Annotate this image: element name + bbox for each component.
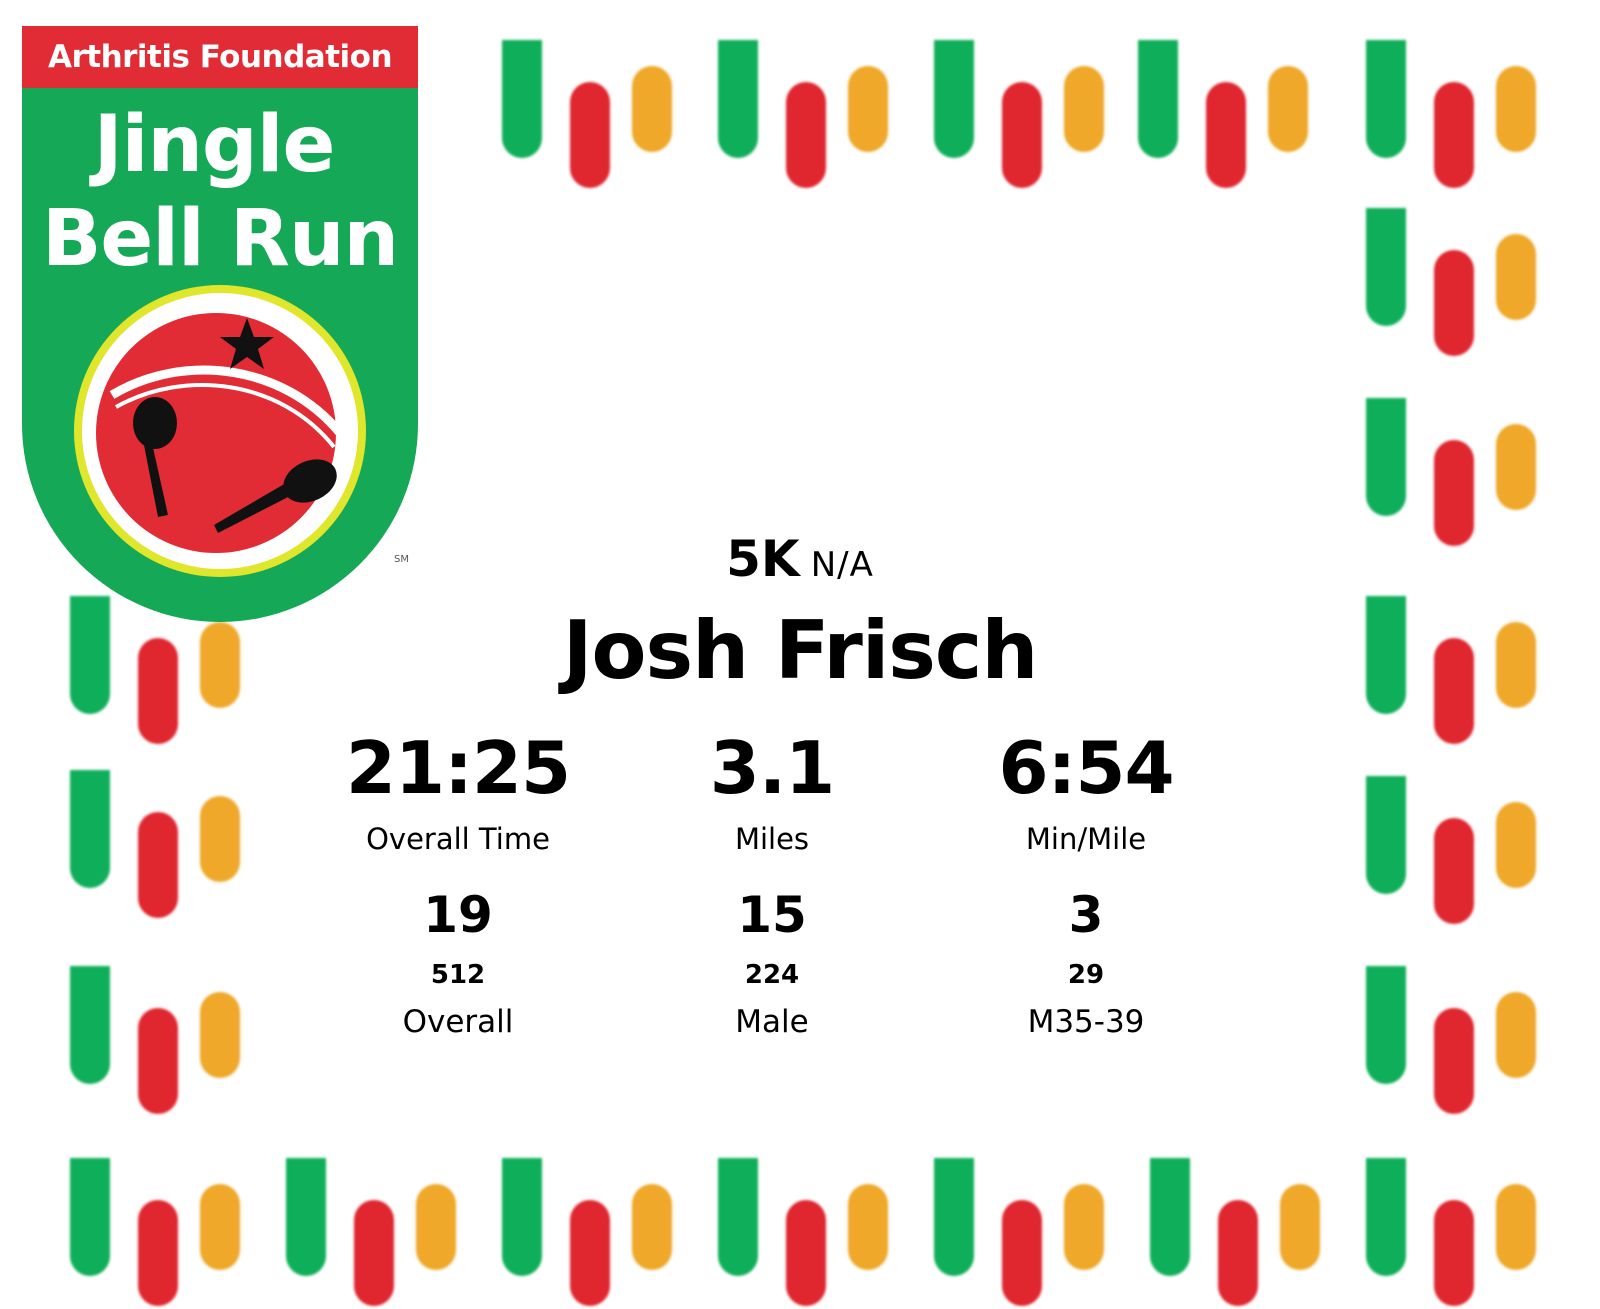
logo-banner: Arthritis Foundation: [22, 26, 418, 88]
stat-column-gender: 3.1 Miles 15 224 Male: [612, 0, 932, 1309]
race-heading: 5K N/A: [500, 530, 1100, 588]
stat-column-overall: 21:25 Overall Time 19 512 Overall: [298, 0, 618, 1309]
race-name: 5K: [726, 530, 800, 588]
logo-title-line2: Bell Run: [41, 194, 399, 284]
service-mark: SM: [394, 554, 409, 565]
distance-label: Miles: [734, 822, 810, 856]
stat-column-age-group: 6:54 Min/Mile 3 29 M35-39: [926, 0, 1246, 1309]
distance-value: 3.1: [709, 726, 836, 810]
overall-place-label: Overall: [402, 1004, 514, 1040]
overall-time-label: Overall Time: [366, 822, 550, 856]
logo-title: Jingle Bell Run: [22, 98, 418, 286]
pace-value: 6:54: [998, 726, 1174, 810]
age-group-place-total: 29: [1067, 960, 1105, 990]
gender-place-total: 224: [744, 960, 800, 990]
race-division: N/A: [810, 545, 874, 585]
age-group-place-label: M35-39: [1027, 1004, 1145, 1040]
jingle-bell-icon: [74, 285, 366, 577]
jingle-bell-run-logo: Arthritis Foundation Jingle Bell Run SM: [22, 26, 418, 622]
pace-label: Min/Mile: [1025, 822, 1147, 856]
logo-shield: Arthritis Foundation Jingle Bell Run: [22, 26, 418, 622]
logo-title-line1: Jingle: [93, 100, 336, 190]
overall-time-value: 21:25: [345, 726, 571, 810]
athlete-name: Josh Frisch: [562, 604, 1039, 697]
overall-place-total: 512: [430, 960, 486, 990]
overall-place-value: 19: [423, 886, 493, 944]
gender-place-label: Male: [735, 1004, 809, 1040]
gender-place-value: 15: [737, 886, 807, 944]
logo-brand: Arthritis Foundation: [47, 39, 393, 75]
age-group-place-value: 3: [1068, 886, 1104, 944]
